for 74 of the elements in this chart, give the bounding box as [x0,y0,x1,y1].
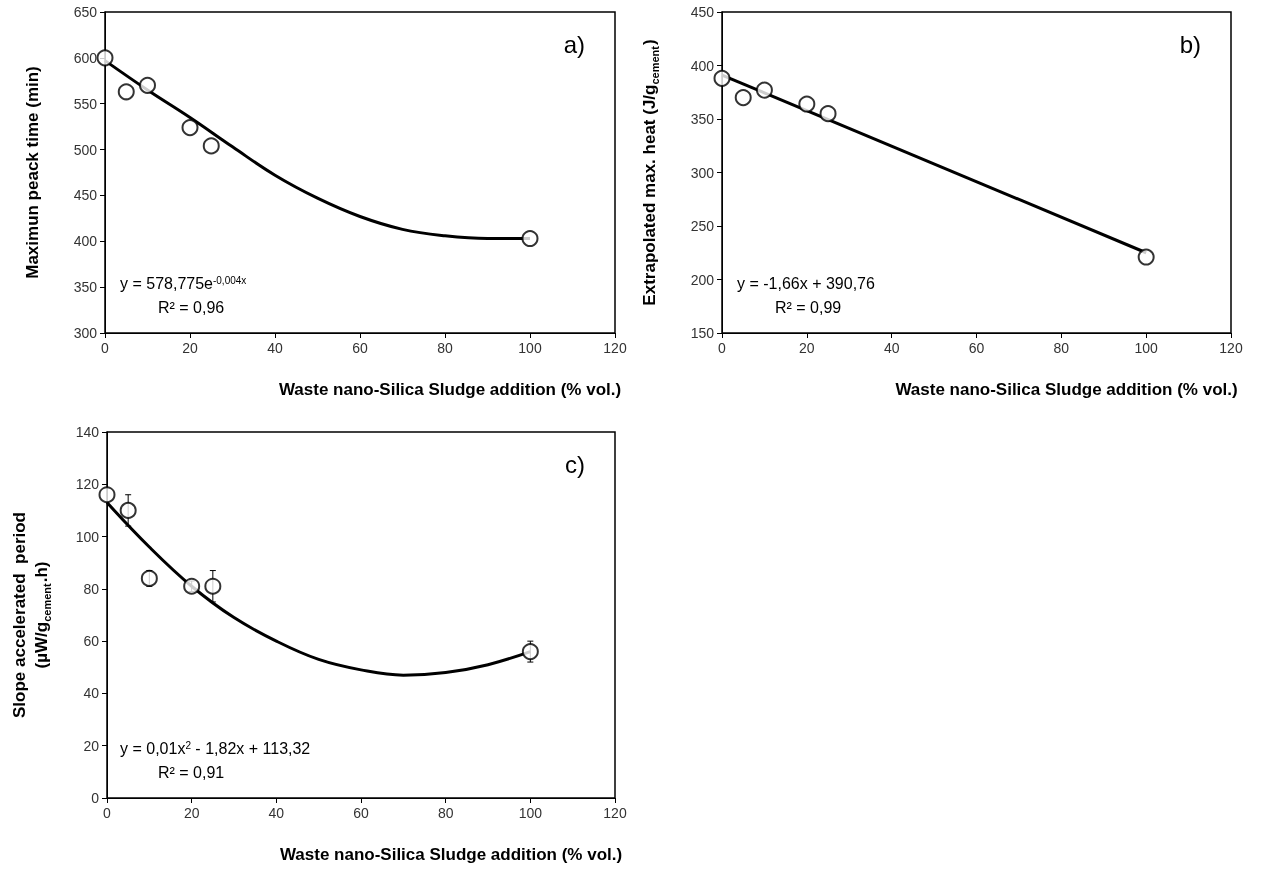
annotation: a) [563,30,585,58]
point [117,83,135,101]
y-tick-label: 120 [75,476,100,493]
annotation: R² = 0,96 [158,298,225,316]
y-tick-label: 200 [690,271,715,288]
annotation: R² = 0,99 [775,298,842,316]
point [140,569,158,587]
point [819,105,837,123]
annotation: y = -1,66x + 390,76 [737,274,875,292]
y-tick-label: 60 [83,633,100,650]
x-tick-label: 80 [437,805,454,821]
point [98,486,116,504]
point [96,49,114,67]
y-tick-label: 350 [690,111,715,127]
point [181,119,199,137]
x-tick-label: 0 [103,805,112,821]
x-tick-label: 80 [1053,340,1070,356]
x-tick-label: 60 [352,340,368,356]
y-tick-label: 250 [690,218,715,234]
x-tick-label: 60 [353,805,369,821]
x-tick-label: 120 [1219,340,1243,356]
y-axis-title: Extrapolated max. heat (J/gcement) [639,39,661,306]
x-tick-label: 120 [603,340,627,356]
y-tick-label: 400 [690,57,715,74]
annotation: R² = 0,91 [158,763,225,781]
y-tick-label: 20 [83,737,100,754]
x-tick-label: 40 [883,340,900,356]
point [1137,248,1155,266]
y-tick-label: 140 [75,424,100,440]
x-tick-label: 120 [603,805,627,821]
y-tick-label: 450 [690,4,715,20]
point [521,230,539,248]
point [139,76,156,94]
x-tick-label: 80 [437,340,453,356]
x-tick-label: 20 [183,805,200,821]
y-tick-label: 150 [690,325,715,341]
x-tick-label: 0 [718,340,727,356]
x-tick-label: 100 [1134,340,1159,356]
point [204,577,222,595]
y-tick-label: 500 [73,141,98,158]
y-tick-label: 80 [83,580,100,597]
point [713,69,731,87]
x-tick-label: 100 [518,805,543,821]
y-tick-label: 450 [73,187,98,204]
y-tick-label: 350 [73,279,98,296]
x-tick-label: 40 [267,340,283,356]
y-tick-label: 550 [73,95,98,112]
x-tick-label: 60 [968,340,985,356]
y-tick-label: 400 [73,233,98,250]
y-tick-label: 300 [73,325,98,341]
point [119,501,137,519]
y-tick-label: 40 [83,685,100,702]
point [798,95,816,113]
point [734,89,752,107]
x-tick-label: 20 [182,340,198,356]
annotation: c) [565,450,586,478]
y-tick-label: 650 [73,4,98,20]
point [183,577,201,595]
point [202,137,220,155]
x-tick-label: 20 [799,340,815,356]
y-tick-label: 0 [91,790,100,806]
y-tick-label: 300 [690,164,715,181]
annotation: b) [1179,30,1201,58]
x-axis-title: Waste nano-Silica Sludge addition (% vol.) [895,380,1238,399]
x-tick-label: 0 [101,340,110,356]
x-tick-label: 40 [268,805,285,821]
point [755,81,773,99]
y-axis-title: Maximun peack time (min) [22,66,42,279]
point [521,643,539,661]
x-axis-title: Waste nano-Silica Sludge addition (% vol.) [278,380,622,399]
y-tick-label: 600 [73,49,98,66]
y-tick-label: 100 [75,528,100,545]
x-tick-label: 100 [518,340,542,356]
x-axis-title: Waste nano-Silica Sludge addition (% vol.) [279,845,623,864]
